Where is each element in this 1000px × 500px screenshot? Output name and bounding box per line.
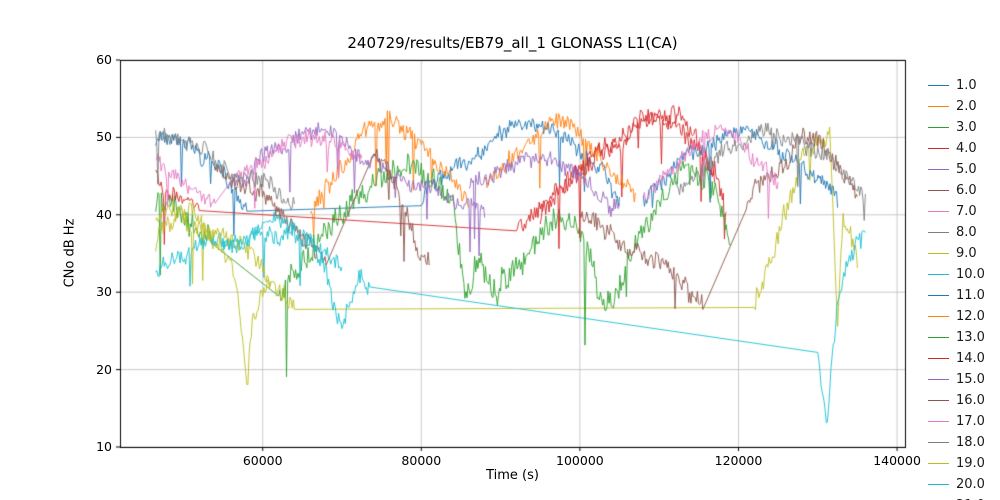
legend-label: 16.0 [956, 393, 985, 408]
legend-line-swatch [928, 442, 949, 443]
legend-line-swatch [928, 127, 949, 128]
legend-line-swatch [928, 484, 949, 485]
legend: 1.0 2.0 3.0 4.0 5.0 6.0 7.0 8.0 9.0 10.0 11.0 12.0 1… [928, 75, 1000, 500]
legend-item: 19.0 [928, 453, 985, 474]
legend-line-swatch [928, 379, 949, 380]
legend-item: 17.0 [928, 411, 985, 432]
legend-item: 20.0 [928, 474, 985, 495]
legend-item: 11.0 [928, 285, 985, 306]
legend-line-swatch [928, 316, 949, 317]
legend-line-swatch [928, 421, 949, 422]
y-tick-label: 50 [96, 129, 112, 145]
legend-label: 11.0 [956, 288, 985, 303]
legend-line-swatch [928, 190, 949, 191]
legend-label: 13.0 [956, 330, 985, 345]
legend-line-swatch [928, 148, 949, 149]
legend-label: 7.0 [956, 204, 977, 219]
legend-label: 18.0 [956, 435, 985, 450]
legend-label: 21.0 [956, 495, 985, 500]
legend-item: 3.0 [928, 117, 977, 138]
legend-line-swatch [928, 337, 949, 338]
y-tick-label: 60 [96, 52, 112, 67]
legend-line-swatch [928, 358, 949, 359]
legend-label: 5.0 [956, 162, 977, 177]
legend-item: 7.0 [928, 201, 977, 222]
legend-item: 5.0 [928, 159, 977, 180]
legend-label: 9.0 [956, 246, 977, 261]
legend-item: 2.0 [928, 96, 977, 117]
legend-label: 6.0 [956, 183, 977, 198]
y-tick-label: 30 [96, 284, 112, 300]
legend-item: 1.0 [928, 75, 977, 96]
legend-label: 14.0 [956, 351, 985, 366]
legend-item: 16.0 [928, 390, 985, 411]
legend-item: 8.0 [928, 222, 977, 243]
legend-item: 14.0 [928, 348, 985, 369]
legend-item: 9.0 [928, 243, 977, 264]
x-tick-label: 100000 [556, 453, 604, 468]
legend-line-swatch [928, 232, 949, 233]
legend-item: 4.0 [928, 138, 977, 159]
legend-line-swatch [928, 463, 949, 464]
x-tick-label: 80000 [401, 453, 442, 468]
legend-item: 10.0 [928, 264, 985, 285]
legend-label: 3.0 [956, 120, 977, 135]
legend-label: 8.0 [956, 225, 977, 240]
legend-item: 18.0 [928, 432, 985, 453]
legend-line-swatch [928, 400, 949, 401]
legend-line-swatch [928, 274, 949, 275]
legend-label: 20.0 [956, 477, 985, 492]
legend-line-swatch [928, 169, 949, 170]
x-tick-label: 120000 [714, 453, 763, 468]
legend-item: 12.0 [928, 306, 985, 327]
legend-label: 4.0 [956, 141, 977, 156]
legend-label: 12.0 [956, 309, 985, 324]
x-tick-label: 60000 [242, 453, 283, 468]
y-tick-label: 10 [96, 439, 112, 454]
y-tick-label: 20 [96, 361, 112, 377]
legend-label: 15.0 [956, 372, 985, 387]
legend-label: 17.0 [956, 414, 985, 429]
legend-label: 10.0 [956, 267, 985, 282]
legend-line-swatch [928, 106, 949, 107]
x-tick-label: 140000 [873, 453, 921, 468]
legend-line-swatch [928, 253, 949, 254]
legend-line-swatch [928, 211, 949, 212]
legend-label: 2.0 [956, 99, 977, 114]
legend-item: 21.0 [928, 495, 985, 500]
y-tick-label: 40 [96, 206, 112, 222]
legend-label: 19.0 [956, 456, 985, 471]
legend-label: 1.0 [956, 78, 977, 93]
legend-item: 13.0 [928, 327, 985, 348]
legend-item: 6.0 [928, 180, 977, 201]
legend-line-swatch [928, 295, 949, 296]
legend-line-swatch [928, 85, 949, 86]
legend-item: 15.0 [928, 369, 985, 390]
